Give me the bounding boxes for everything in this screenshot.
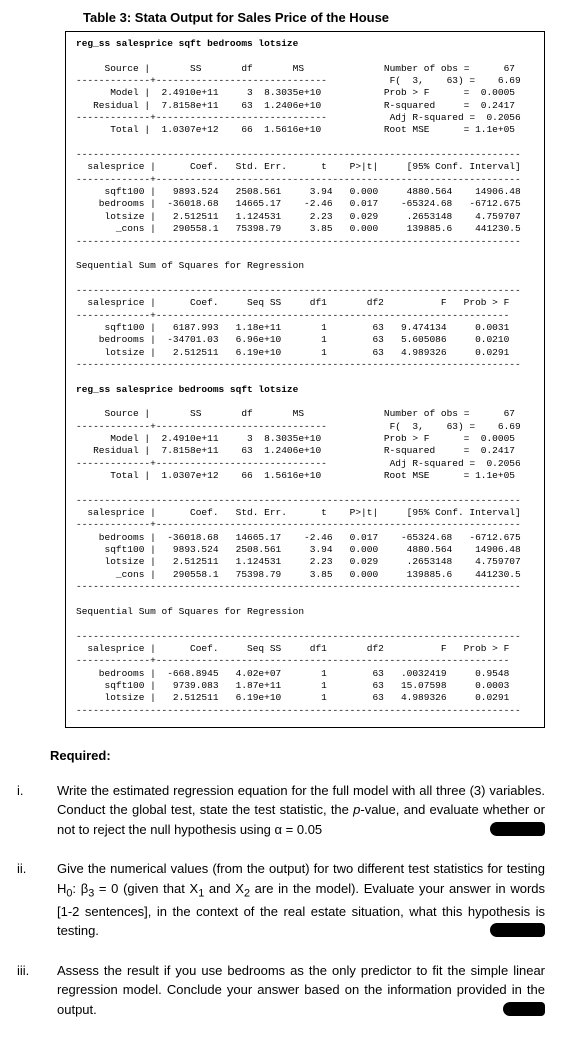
coef-row: _cons | 290558.1 75398.79 3.85 0.000 139… (76, 223, 521, 234)
divider: -------------+--------------------------… (76, 174, 521, 185)
anova-header: Source | SS df MS (76, 63, 304, 74)
redaction-mark (503, 1002, 545, 1016)
table-title: Table 3: Stata Output for Sales Price of… (83, 10, 545, 25)
divider: -------------+--------------------------… (76, 421, 327, 432)
divider: -------------+--------------------------… (76, 75, 327, 86)
divider: ----------------------------------------… (76, 631, 521, 642)
stat-nobs: Number of obs = 67 (384, 408, 515, 419)
divider: ----------------------------------------… (76, 236, 521, 247)
question-1: i. Write the estimated regression equati… (65, 781, 545, 840)
coef-row: sqft100 | 9893.524 2508.561 3.94 0.000 4… (76, 186, 521, 197)
divider: -------------+--------------------------… (76, 112, 327, 123)
stat-f: F( 3, 63) = 6.69 (390, 75, 521, 86)
stat-nobs: Number of obs = 67 (384, 63, 515, 74)
redaction-mark (490, 923, 545, 937)
stat-adjr2: Adj R-squared = 0.2056 (390, 112, 521, 123)
question-text: Give the numerical values (from the outp… (57, 859, 545, 940)
seq-title: Sequential Sum of Squares for Regression (76, 260, 304, 271)
anova-residual: Residual | 7.8158e+11 63 1.2406e+10 (76, 445, 321, 456)
stat-f: F( 3, 63) = 6.69 (390, 421, 521, 432)
divider: ----------------------------------------… (76, 705, 521, 716)
seq-row: sqft100 | 6187.993 1.18e+11 1 63 9.47413… (76, 322, 509, 333)
divider: ----------------------------------------… (76, 359, 521, 370)
anova-header: Source | SS df MS (76, 408, 304, 419)
question-number: ii. (17, 859, 57, 940)
anova-residual: Residual | 7.8158e+11 63 1.2406e+10 (76, 100, 321, 111)
coef-header: salesprice | Coef. Std. Err. t P>|t| [95… (76, 161, 521, 172)
divider: ----------------------------------------… (76, 149, 521, 160)
question-3: iii. Assess the result if you use bedroo… (65, 961, 545, 1020)
stat-adjr2: Adj R-squared = 0.2056 (390, 458, 521, 469)
seq-row: lotsize | 2.512511 6.19e+10 1 63 4.98932… (76, 347, 509, 358)
divider: -------------+--------------------------… (76, 519, 521, 530)
stat-r2: R-squared = 0.2417 (384, 445, 515, 456)
stat-rmse: Root MSE = 1.1e+05 (384, 470, 515, 481)
required-heading: Required: (50, 748, 545, 763)
anova-model: Model | 2.4910e+11 3 8.3035e+10 (76, 87, 321, 98)
coef-row: _cons | 290558.1 75398.79 3.85 0.000 139… (76, 569, 521, 580)
coef-row: lotsize | 2.512511 1.124531 2.23 0.029 .… (76, 556, 521, 567)
cmd-line: reg_ss salesprice sqft bedrooms lotsize (76, 38, 298, 49)
question-text: Write the estimated regression equation … (57, 781, 545, 840)
divider: ----------------------------------------… (76, 495, 521, 506)
stata-output: reg_ss salesprice sqft bedrooms lotsize … (65, 31, 545, 728)
divider: ----------------------------------------… (76, 581, 521, 592)
coef-header: salesprice | Coef. Std. Err. t P>|t| [95… (76, 507, 521, 518)
anova-total: Total | 1.0307e+12 66 1.5616e+10 (76, 470, 321, 481)
seq-header: salesprice | Coef. Seq SS df1 df2 F Prob… (76, 297, 509, 308)
divider: -------------+--------------------------… (76, 655, 509, 666)
coef-row: bedrooms | -36018.68 14665.17 -2.46 0.01… (76, 198, 521, 209)
seq-row: sqft100 | 9739.083 1.87e+11 1 63 15.0759… (76, 680, 509, 691)
question-number: i. (17, 781, 57, 840)
anova-model: Model | 2.4910e+11 3 8.3035e+10 (76, 433, 321, 444)
cmd-line: reg_ss salesprice bedrooms sqft lotsize (76, 384, 298, 395)
question-number: iii. (17, 961, 57, 1020)
coef-row: bedrooms | -36018.68 14665.17 -2.46 0.01… (76, 532, 521, 543)
anova-total: Total | 1.0307e+12 66 1.5616e+10 (76, 124, 321, 135)
stat-prob: Prob > F = 0.0005 (384, 433, 515, 444)
divider: ----------------------------------------… (76, 285, 521, 296)
question-text: Assess the result if you use bedrooms as… (57, 961, 545, 1020)
stat-r2: R-squared = 0.2417 (384, 100, 515, 111)
seq-row: bedrooms | -668.8945 4.02e+07 1 63 .0032… (76, 668, 509, 679)
seq-row: lotsize | 2.512511 6.19e+10 1 63 4.98932… (76, 692, 509, 703)
seq-row: bedrooms | -34701.03 6.96e+10 1 63 5.605… (76, 334, 509, 345)
seq-title: Sequential Sum of Squares for Regression (76, 606, 304, 617)
coef-row: lotsize | 2.512511 1.124531 2.23 0.029 .… (76, 211, 521, 222)
redaction-mark (490, 822, 545, 836)
coef-row: sqft100 | 9893.524 2508.561 3.94 0.000 4… (76, 544, 521, 555)
question-2: ii. Give the numerical values (from the … (65, 859, 545, 940)
divider: -------------+--------------------------… (76, 310, 509, 321)
stat-rmse: Root MSE = 1.1e+05 (384, 124, 515, 135)
seq-header: salesprice | Coef. Seq SS df1 df2 F Prob… (76, 643, 509, 654)
stat-prob: Prob > F = 0.0005 (384, 87, 515, 98)
divider: -------------+--------------------------… (76, 458, 327, 469)
